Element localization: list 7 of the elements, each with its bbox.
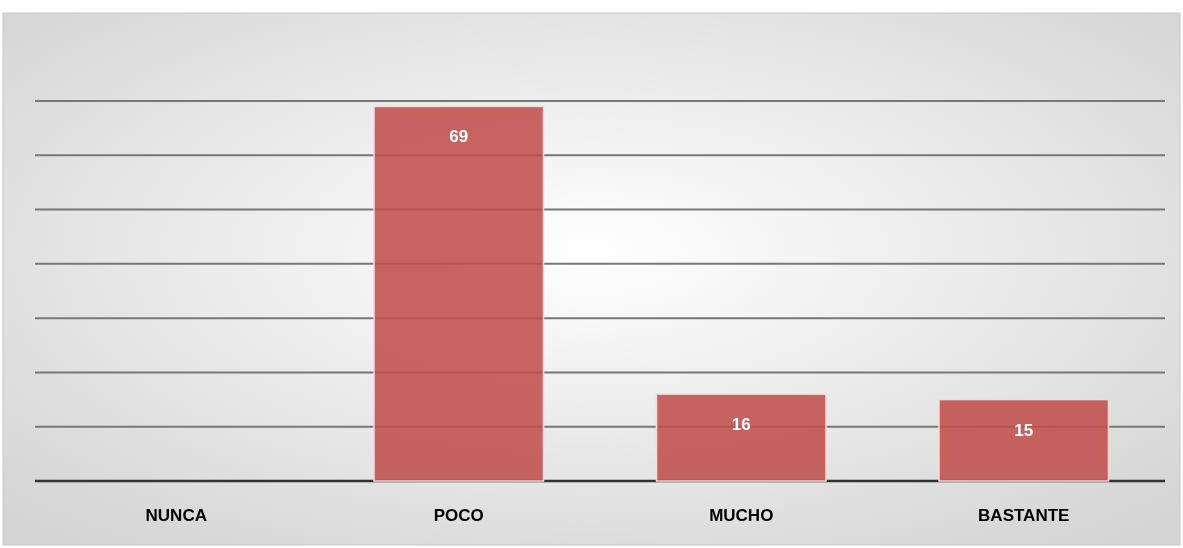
x-tick-label: MUCHO (709, 506, 774, 525)
data-label: 15 (1014, 420, 1034, 440)
x-tick-label: NUNCA (145, 506, 207, 525)
x-tick-label: BASTANTE (978, 506, 1070, 525)
data-label: 16 (731, 415, 751, 435)
data-label: 69 (449, 127, 469, 147)
x-tick-label: POCO (433, 506, 484, 525)
